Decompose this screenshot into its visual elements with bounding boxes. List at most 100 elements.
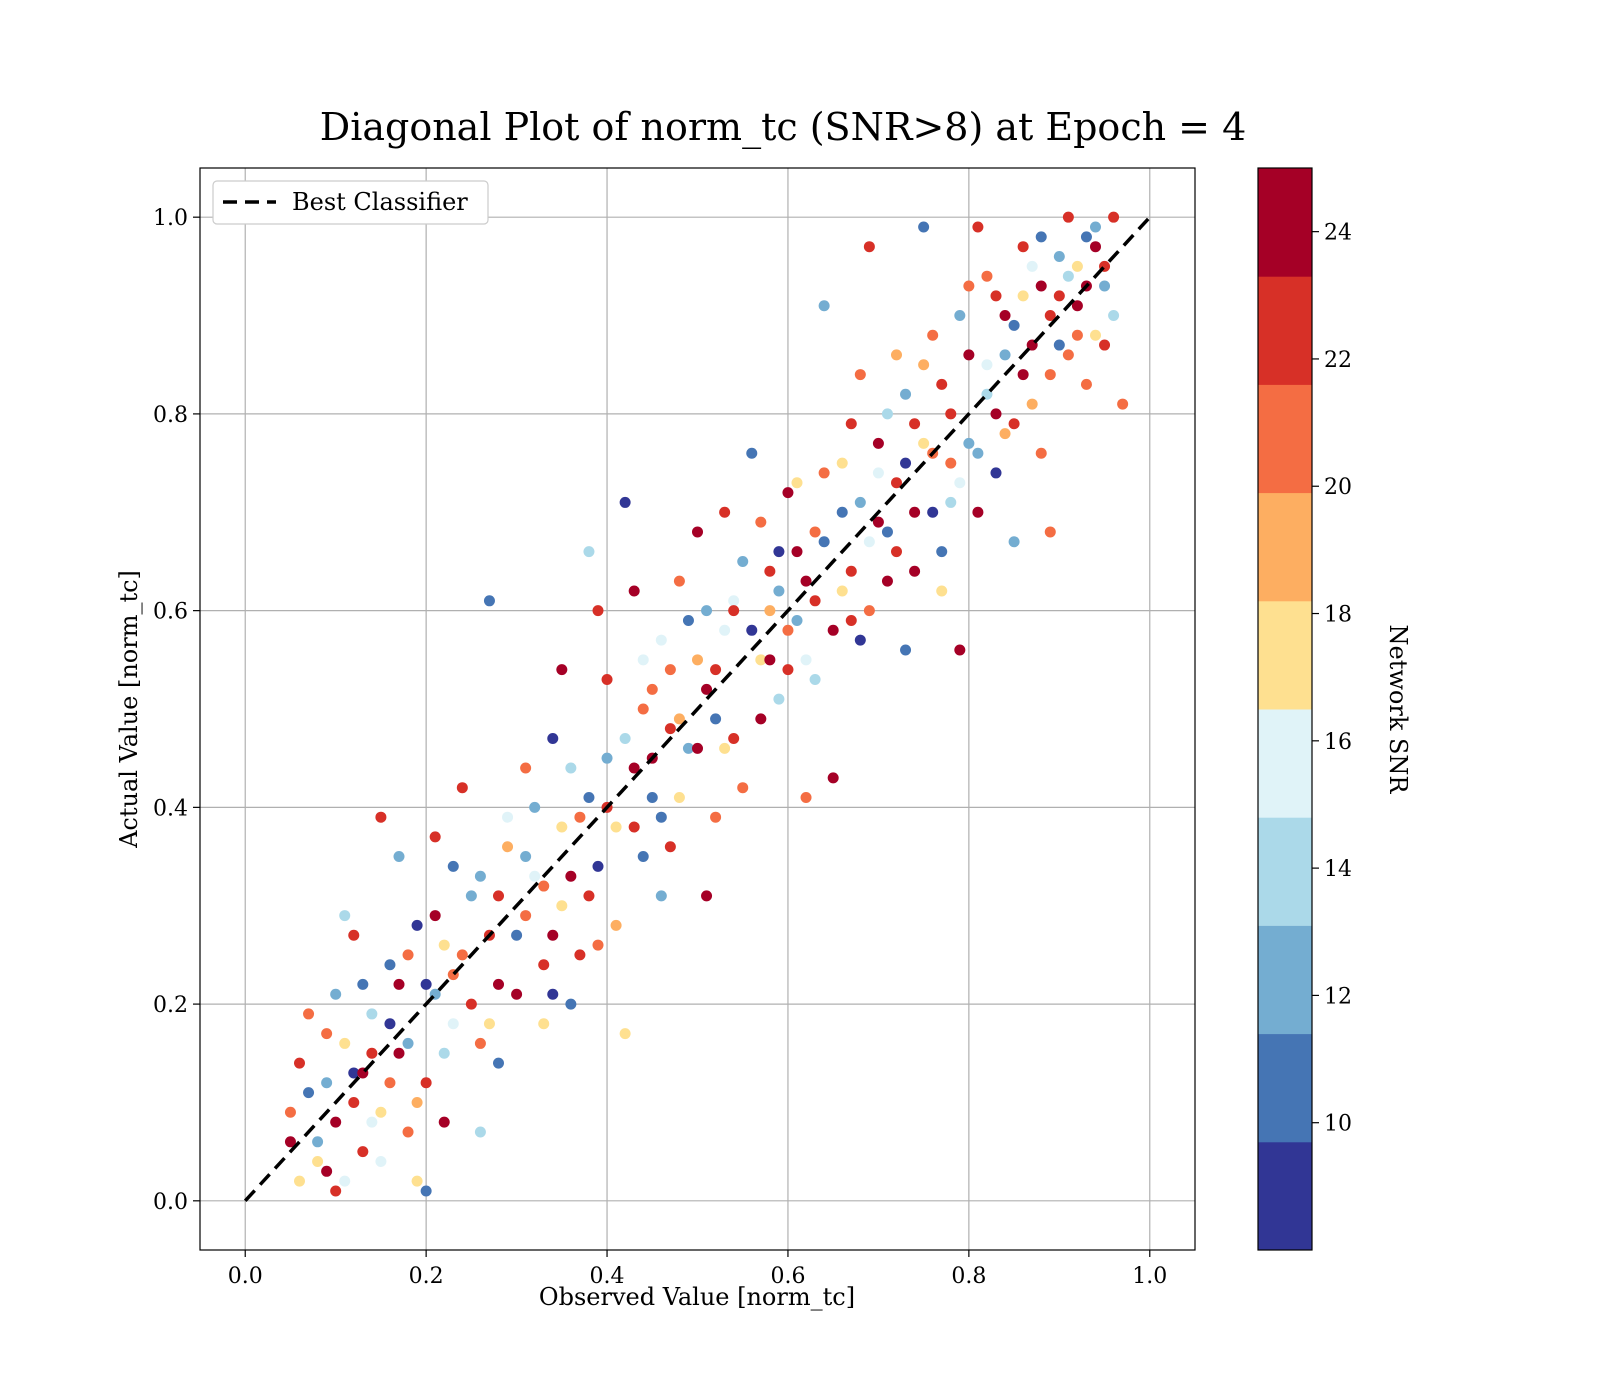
colorbar-tick-label: 20 [1324, 475, 1352, 500]
scatter-point [872, 467, 884, 479]
scatter-point [420, 978, 432, 990]
scatter-point [520, 910, 532, 922]
scatter-point [520, 851, 532, 863]
scatter-point [330, 1116, 342, 1128]
scatter-point [673, 792, 685, 804]
colorbar-segment [1258, 1033, 1312, 1143]
scatter-point [673, 713, 685, 725]
scatter-point [1035, 447, 1047, 459]
colorbar-segment [1258, 1141, 1312, 1251]
scatter-point [420, 1077, 432, 1089]
scatter-point [945, 408, 957, 420]
scatter-point [447, 860, 459, 872]
x-tick-label: 0.4 [590, 1264, 625, 1289]
scatter-point [746, 447, 758, 459]
scatter-point [330, 988, 342, 1000]
legend: Best Classifier [212, 180, 489, 225]
scatter-point [673, 575, 685, 587]
scatter-point [447, 1018, 459, 1030]
scatter-point [891, 349, 902, 361]
scatter-point [1071, 300, 1083, 312]
scatter-point [710, 713, 722, 725]
scatter-point [900, 388, 912, 400]
scatter-point [936, 546, 948, 558]
scatter-point [646, 683, 658, 695]
scatter-point [574, 811, 586, 823]
scatter-point [927, 329, 939, 341]
x-tick-label: 1.0 [1132, 1264, 1167, 1289]
scatter-point [402, 949, 414, 961]
scatter-point [547, 988, 559, 1000]
scatter-point [719, 506, 731, 518]
scatter-point [465, 998, 477, 1010]
scatter-point [1062, 211, 1074, 223]
scatter-point [728, 733, 740, 745]
y-axis-ticks: 0.0 0.2 0.4 0.6 0.8 1.0 [153, 206, 200, 1215]
scatter-point [284, 1106, 296, 1118]
scatter-point [827, 772, 839, 784]
scatter-point [438, 1047, 450, 1059]
scatter-point [872, 516, 884, 528]
scatter-point [999, 310, 1011, 322]
scatter-point [963, 437, 975, 449]
scatter-point [493, 1057, 504, 1069]
scatter-point [963, 349, 975, 361]
scatter-point [881, 408, 893, 420]
y-tick-label: 0.8 [153, 403, 188, 428]
scatter-point [294, 1175, 305, 1187]
y-tick-label: 0.6 [153, 600, 188, 625]
scatter-point [981, 359, 993, 371]
best-classifier-line [243, 215, 1152, 1203]
x-tick-label: 0.0 [228, 1264, 263, 1289]
scatter-point [1035, 231, 1047, 243]
scatter-point [339, 1175, 351, 1187]
scatter-point [357, 978, 369, 990]
scatter-point [909, 565, 921, 577]
scatter-point [791, 477, 803, 489]
scatter-point [701, 605, 713, 617]
y-tick-label: 0.2 [153, 993, 188, 1018]
scatter-point [891, 546, 902, 558]
colorbar-segment [1258, 925, 1312, 1035]
scatter-point [972, 221, 984, 233]
scatter-point [411, 1096, 423, 1108]
scatter-point [945, 496, 957, 508]
scatter-point [1071, 260, 1083, 272]
scatter-point [312, 1155, 324, 1167]
scatter-point [854, 634, 866, 646]
scatter-point [818, 536, 830, 548]
scatter-point [881, 526, 893, 538]
scatter-point [1026, 260, 1038, 272]
scatter-point [619, 1028, 631, 1040]
colorbar-segment [1258, 276, 1312, 385]
scatter-point [936, 378, 948, 390]
scatter-point [1008, 319, 1020, 331]
scatter-point [339, 910, 351, 922]
scatter-point [710, 811, 722, 823]
scatter-point [909, 506, 921, 518]
scatter-point [1062, 270, 1074, 282]
scatter-point [764, 654, 776, 666]
scatter-point [854, 369, 866, 381]
scatter-point [655, 634, 667, 646]
y-tick-label: 0.0 [153, 1190, 188, 1215]
scatter-point [384, 1077, 396, 1089]
scatter-point [1017, 369, 1029, 381]
scatter-point [1062, 349, 1074, 361]
scatter-point [547, 929, 559, 941]
scatter-point [836, 585, 848, 597]
scatter-point [619, 496, 631, 508]
scatter-point [565, 762, 577, 774]
scatter-point [1080, 231, 1092, 243]
scatter-point [764, 605, 776, 617]
scatter-point [1044, 310, 1056, 322]
scatter-point [963, 280, 975, 292]
scatter-point [348, 929, 360, 941]
scatter-point [375, 811, 387, 823]
scatter-point [773, 693, 785, 705]
scatter-point [755, 516, 767, 528]
scatter-point [655, 811, 667, 823]
scatter-point [845, 614, 857, 626]
colorbar-tick-label: 18 [1324, 603, 1352, 628]
